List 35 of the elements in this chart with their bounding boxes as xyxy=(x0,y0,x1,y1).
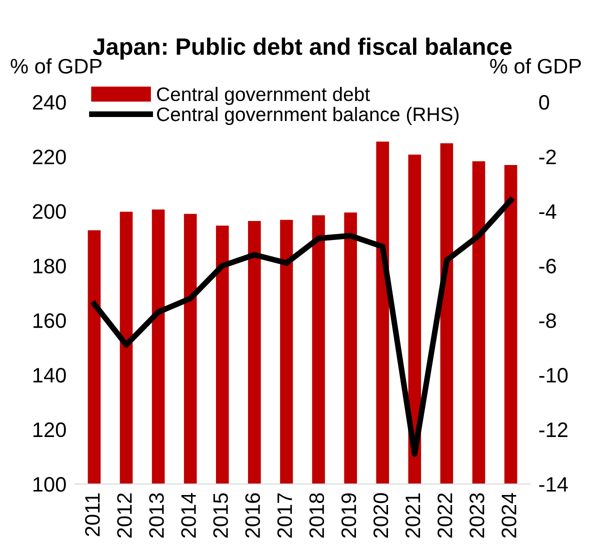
y2-tick-label: -12 xyxy=(539,422,568,437)
x-tick-label: 2016 xyxy=(245,493,260,538)
y-tick-label: 180 xyxy=(34,258,66,274)
y2-tick-label: -2 xyxy=(539,150,556,164)
y-tick-label: 120 xyxy=(34,422,66,438)
y-tick-label: 220 xyxy=(32,150,66,164)
x-tick-label: 2011 xyxy=(85,493,100,536)
y2-axis-title: % of GDP xyxy=(490,58,581,74)
y2-tick-label: -8 xyxy=(539,313,556,328)
x-tick-label: 2019 xyxy=(341,493,356,538)
y2-tick-label: 0 xyxy=(539,95,550,110)
x-tick-label: 2015 xyxy=(213,493,228,538)
chart-title: Japan: Public debt and fiscal balance xyxy=(92,38,512,60)
x-tick-label: 2020 xyxy=(373,493,388,538)
x-tick-label: 2022 xyxy=(438,493,452,538)
x-tick-label: 2024 xyxy=(502,492,516,538)
x-tick-label: 2023 xyxy=(470,493,484,538)
legend-label: Central government balance (RHS) xyxy=(157,106,459,126)
x-tick-label: 2018 xyxy=(309,493,324,538)
legend-label: Central government debt xyxy=(157,86,370,105)
x-tick-label: 2021 xyxy=(405,493,420,538)
y-tick-label: 240 xyxy=(32,95,66,110)
y-axis-title: % of GDP xyxy=(10,58,102,74)
y-tick-label: 160 xyxy=(34,313,66,328)
y2-tick-label: -14 xyxy=(539,477,568,492)
x-tick-label: 2013 xyxy=(149,493,164,538)
y2-tick-label: -10 xyxy=(539,368,568,383)
y2-tick-label: -4 xyxy=(539,204,556,219)
y-tick-label: 200 xyxy=(32,204,66,219)
y-tick-label: 100 xyxy=(34,477,66,492)
y2-tick-label: -6 xyxy=(539,258,556,274)
y-tick-label: 140 xyxy=(34,368,66,383)
x-tick-label: 2014 xyxy=(181,492,196,538)
x-tick-label: 2017 xyxy=(277,493,292,538)
x-tick-label: 2012 xyxy=(117,493,132,538)
